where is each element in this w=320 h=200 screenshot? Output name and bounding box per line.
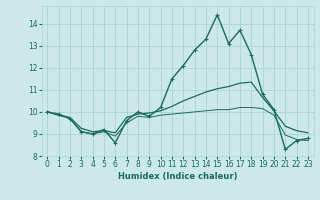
X-axis label: Humidex (Indice chaleur): Humidex (Indice chaleur) xyxy=(118,172,237,181)
